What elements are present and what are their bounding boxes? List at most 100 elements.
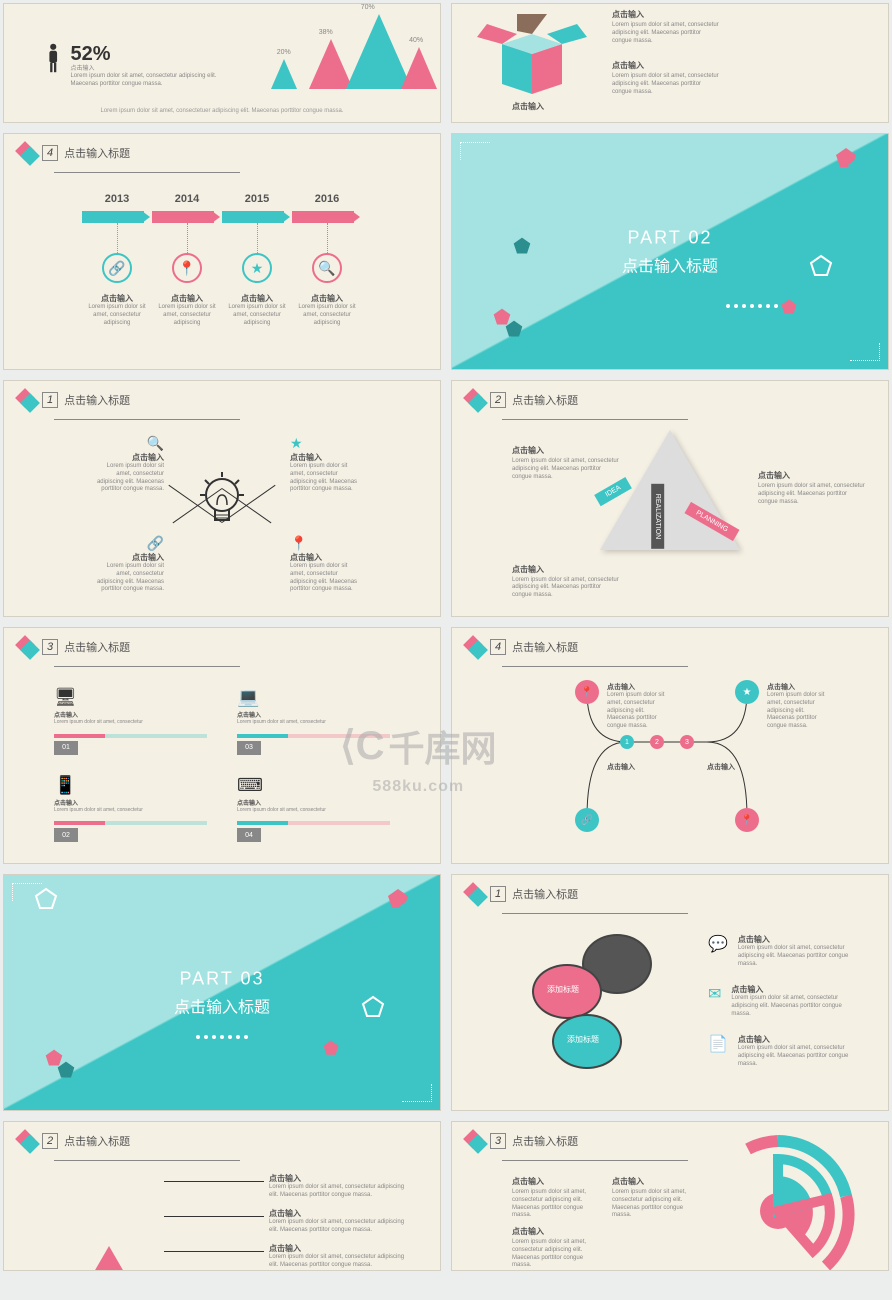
pentagon-decor	[322, 1036, 340, 1060]
tree-item-title: 点击输入	[269, 1243, 409, 1254]
bulb-node-title: 点击输入	[290, 552, 360, 563]
flow-node: ★	[735, 680, 759, 704]
section-part: PART 02	[622, 227, 718, 248]
pentagon-decor	[512, 234, 532, 258]
slide-num: 1	[490, 886, 506, 902]
radial-item-title: 点击输入	[512, 1176, 602, 1187]
tree-item-title: 点击输入	[269, 1173, 409, 1184]
slide-num: 4	[490, 639, 506, 655]
section-divider-2: PART 02 点击输入标题	[451, 133, 889, 370]
slide-num: 4	[42, 145, 58, 161]
bulb-node-title: 点击输入	[94, 552, 164, 563]
flow-node: 🔗	[575, 808, 599, 832]
bulb-node-desc: Lorem ipsum dolor sit amet, consectetur …	[290, 463, 360, 494]
flow-diagram: 📍 ★ 1 2 3 🔗 📍 点击输入Lorem ipsum dolor sit …	[452, 667, 888, 837]
slide-title: 点击输入标题	[64, 639, 130, 655]
pyr-item-desc: Lorem ipsum dolor sit amet, consectetur …	[512, 577, 622, 600]
section-subtitle: 点击输入标题	[174, 993, 270, 1017]
section-subtitle: 点击输入标题	[622, 252, 718, 276]
slide-title: 点击输入标题	[64, 392, 130, 408]
person-icon	[44, 43, 62, 74]
pin-icon: 📍	[290, 535, 307, 551]
footnote: Lorem ipsum dolor sit amet, consectetuer…	[4, 108, 440, 114]
pyr-item-title: 点击输入	[512, 564, 622, 575]
slide-title: 点击输入标题	[64, 1133, 130, 1149]
box-item-desc: Lorem ipsum dolor sit amet, consectetur …	[612, 22, 722, 45]
slide-title: 点击输入标题	[512, 886, 578, 902]
pyr-item-title: 点击输入	[758, 470, 868, 481]
box-item-title-2: 点击输入	[612, 60, 722, 71]
star-icon: ★	[290, 435, 303, 451]
percentage-value: 52%	[70, 43, 240, 66]
hex-icon	[18, 144, 36, 162]
pyramid-tag-real: REALIZATION	[651, 484, 664, 549]
hex-icon	[18, 391, 36, 409]
slide-num: 3	[42, 639, 58, 655]
hex-icon	[466, 1132, 484, 1150]
tree-item-title: 点击输入	[269, 1208, 409, 1219]
pyr-item-desc: Lorem ipsum dolor sit amet, consectetur …	[758, 483, 868, 506]
slide-8-flow: 4 点击输入标题 📍 ★ 1 2 3 🔗 📍 点击输入Lorem ipsum do…	[451, 627, 889, 864]
section-divider-3: PART 03 点击输入标题	[3, 874, 441, 1111]
hex-icon	[18, 638, 36, 656]
speech-item-title: 点击输入	[731, 984, 858, 995]
bulb-node-desc: Lorem ipsum dolor sit amet, consectetur …	[94, 463, 164, 494]
bulb-node-title: 点击输入	[290, 452, 360, 463]
slide-title: 点击输入标题	[512, 639, 578, 655]
slide-7-devices: 3点击输入标题 🖥 点击输入 Lorem ipsum dolor sit ame…	[3, 627, 441, 864]
chat-icon: 💬	[708, 934, 728, 954]
slide-11-tree: 2点击输入标题 🔗 🔍 点击输入Lorem ipsum dolor sit am…	[3, 1121, 441, 1271]
speech-item-title: 点击输入	[738, 1034, 858, 1045]
bubble-label: 添加标题	[567, 1034, 599, 1045]
stat-desc: Lorem ipsum dolor sit amet, consectetur …	[70, 73, 240, 89]
bubble-label: 添加标题	[547, 984, 579, 995]
mail-icon: ✉	[708, 984, 721, 1004]
bulb-node-desc: Lorem ipsum dolor sit amet, consectetur …	[94, 563, 164, 594]
hex-icon	[466, 638, 484, 656]
tree-triangle	[54, 1246, 164, 1271]
pentagon-decor	[356, 995, 390, 1019]
slide-6-pyramid: 2点击输入标题 IDEA REALIZATION PLANNING 点击输入Lo…	[451, 380, 889, 617]
lightbulb-icon	[197, 470, 247, 540]
slide-1-chart: 52% 点击输入 Lorem ipsum dolor sit amet, con…	[3, 3, 441, 123]
section-part: PART 03	[174, 968, 270, 989]
slide-num: 1	[42, 392, 58, 408]
slide-num: 2	[490, 392, 506, 408]
open-box-graphic	[472, 9, 592, 99]
pentagon-decor	[846, 156, 870, 180]
bulb-node-desc: Lorem ipsum dolor sit amet, consectetur …	[290, 563, 360, 594]
radial-chart	[698, 1131, 858, 1271]
slide-title: 点击输入标题	[512, 1133, 578, 1149]
speech-item-title: 点击输入	[738, 934, 858, 945]
slide-2-box: 点击输入 Lorem ipsum dolor sit amet, consect…	[451, 3, 889, 123]
mountain-chart: 20%38%70%40%	[271, 9, 400, 89]
radial-item-title: 点击输入	[512, 1226, 602, 1237]
flow-label: 点击输入	[767, 682, 827, 692]
bulb-node-title: 点击输入	[94, 452, 164, 463]
hex-icon	[466, 885, 484, 903]
flow-node: 📍	[735, 808, 759, 832]
slide-title: 点击输入标题	[512, 392, 578, 408]
flow-node: 2	[650, 735, 664, 749]
slide-title: 点击输入标题	[64, 145, 130, 161]
link-icon: 🔗	[147, 535, 164, 551]
hex-icon	[18, 1132, 36, 1150]
pentagon-decor	[398, 897, 422, 921]
pentagon-decor	[780, 295, 798, 319]
hex-icon	[466, 391, 484, 409]
pyr-item-title: 点击输入	[512, 445, 622, 456]
stat-label: 点击输入	[70, 66, 240, 74]
slide-3-timeline: 4点击输入标题 2013 .a2013:before{background:#3…	[3, 133, 441, 370]
flow-label: 点击输入	[607, 762, 667, 772]
slide-12-radial: 3点击输入标题 点击输入Lorem ipsum dolor sit amet, …	[451, 1121, 889, 1271]
box-bottom-title: 点击输入	[512, 101, 544, 112]
search-icon: 🔍	[147, 435, 164, 451]
pentagon-decor	[34, 887, 58, 911]
pentagon-decor	[804, 254, 838, 278]
flow-label: 点击输入	[707, 762, 767, 772]
slide-num: 3	[490, 1133, 506, 1149]
radial-item-title: 点击输入	[612, 1176, 702, 1187]
flow-node: 3	[680, 735, 694, 749]
doc-icon: 📄	[708, 1034, 728, 1054]
flow-node: 📍	[575, 680, 599, 704]
